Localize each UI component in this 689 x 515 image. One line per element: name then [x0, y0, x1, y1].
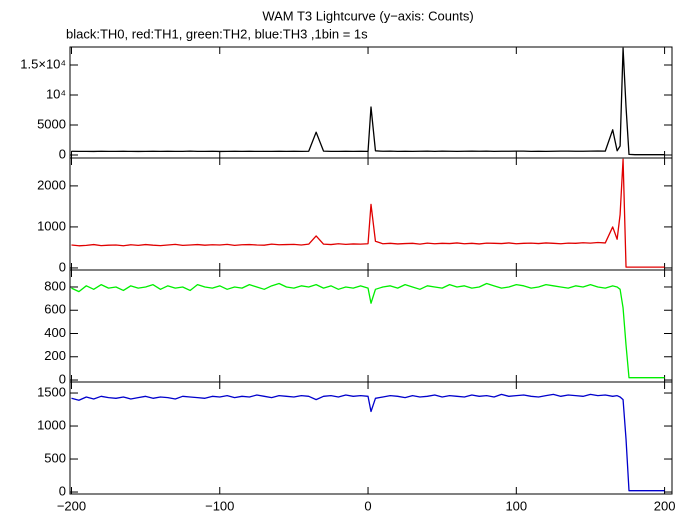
- y-tick-label: 0: [59, 259, 66, 274]
- chart-subtitle: black:TH0, red:TH1, green:TH2, blue:TH3 …: [66, 26, 368, 41]
- light-curve: [71, 158, 665, 268]
- x-tick-label: 100: [505, 498, 527, 513]
- panel-frame: [69, 157, 673, 271]
- y-tick-label: 800: [44, 278, 66, 293]
- y-tick-label: 500: [44, 450, 66, 465]
- y-tick-label: 1000: [37, 218, 66, 233]
- x-tick-label: 0: [364, 498, 371, 513]
- y-tick-label: 1000: [37, 417, 66, 432]
- y-tick-label: 400: [44, 325, 66, 340]
- y-tick-label: 5000: [37, 116, 66, 131]
- y-tick-label: 0: [59, 371, 66, 386]
- y-tick-label: 0: [59, 483, 66, 498]
- y-tick-label: 200: [44, 348, 66, 363]
- panel-frame: [69, 381, 673, 495]
- x-tick-label: −100: [205, 498, 234, 513]
- y-tick-label: 10⁴: [46, 86, 66, 101]
- y-tick-label: 600: [44, 302, 66, 317]
- y-tick-label: 1500: [37, 384, 66, 399]
- panel-frame: [69, 46, 673, 159]
- y-tick-label: 0: [59, 146, 66, 161]
- y-tick-label: 1.5×10⁴: [20, 56, 66, 71]
- y-tick-label: 2000: [37, 177, 66, 192]
- chart-title: WAM T3 Lightcurve (y−axis: Counts): [262, 8, 473, 23]
- light-curve: [71, 47, 665, 156]
- x-tick-label: 200: [654, 498, 676, 513]
- x-tick-label: −200: [57, 498, 86, 513]
- light-curve: [71, 393, 665, 492]
- light-curve: [71, 282, 665, 379]
